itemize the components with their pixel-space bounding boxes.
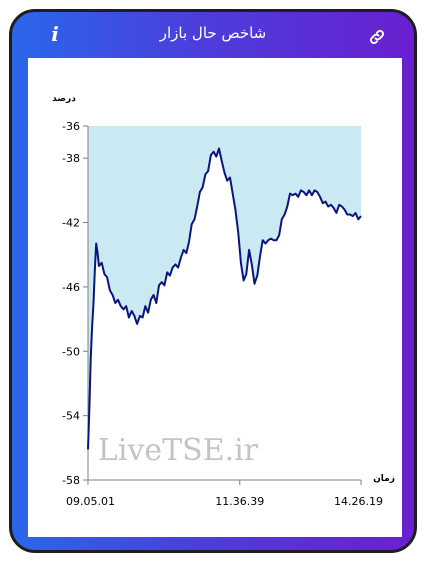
chart-panel: درصد زمان LiveTSE.ir -36 -38 -42 -46 -50 -54 -…: [28, 58, 402, 537]
x-tick-label: 14.26.19: [334, 495, 383, 508]
x-tick-label: 09.05.01: [66, 495, 115, 508]
info-icon[interactable]: i: [51, 22, 59, 46]
watermark: LiveTSE.ir: [98, 433, 259, 468]
y-tick-label: -54: [62, 410, 80, 423]
y-axis-label: درصد: [52, 94, 76, 104]
market-index-chart: درصد زمان LiveTSE.ir -36 -38 -42 -46 -50 -54 -…: [52, 94, 395, 508]
index-line: [87, 147, 362, 450]
y-tick-label: -58: [62, 474, 80, 487]
y-tick-label: -50: [62, 345, 80, 358]
page-title: شاخص حال بازار: [159, 24, 267, 42]
y-tick-label: -42: [62, 217, 80, 230]
x-tick-label: 11.36.39: [215, 495, 264, 508]
y-tick-label: -38: [62, 152, 80, 165]
y-tick-label: -46: [62, 281, 80, 294]
header-bar: i شاخص حال بازار: [12, 12, 414, 58]
app-frame: i شاخص حال بازار درصد زمان LiveTSE.ir -3…: [9, 9, 417, 553]
area-fill: [88, 126, 361, 450]
link-icon[interactable]: [368, 28, 386, 46]
y-tick-label: -36: [62, 120, 80, 133]
x-axis-label: زمان: [373, 474, 395, 484]
